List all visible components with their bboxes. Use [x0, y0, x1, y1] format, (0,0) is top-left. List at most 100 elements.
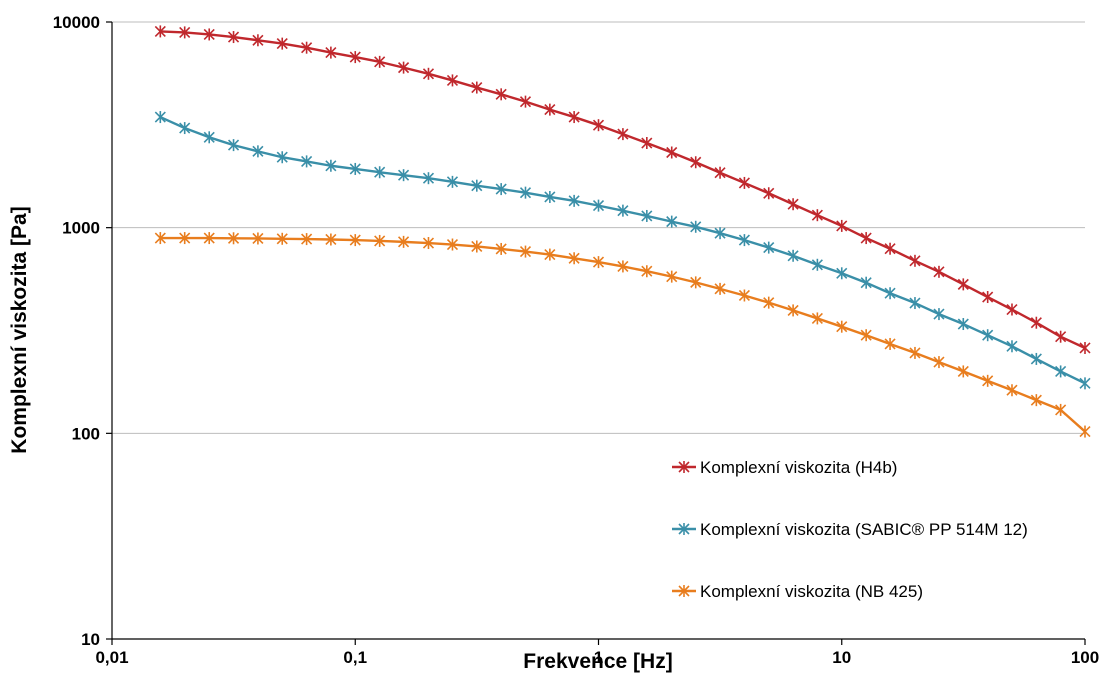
- data-point: [787, 198, 799, 211]
- data-point: [836, 320, 848, 333]
- legend-swatch-marker: [678, 461, 690, 473]
- data-point: [860, 276, 872, 289]
- data-point: [811, 312, 823, 325]
- grid-lines: [112, 21, 1085, 434]
- data-point: [252, 232, 264, 245]
- data-point: [276, 232, 288, 245]
- data-point: [398, 235, 410, 248]
- data-point: [422, 237, 435, 250]
- data-point: [301, 155, 313, 168]
- data-point: [349, 234, 361, 247]
- data-point: [568, 111, 580, 124]
- data-point: [1006, 384, 1018, 397]
- data-point: [860, 232, 872, 245]
- data-point: [374, 55, 386, 68]
- data-point: [1055, 330, 1067, 343]
- y-tick-label: 1000: [62, 219, 100, 238]
- data-point: [179, 122, 191, 135]
- data-point: [787, 249, 799, 262]
- data-point: [349, 51, 361, 64]
- data-point: [909, 254, 921, 267]
- data-point: [860, 329, 872, 342]
- data-point: [933, 265, 945, 278]
- data-point: [690, 156, 702, 169]
- legend-entry: Komplexní viskozita (SABIC® PP 514M 12): [672, 520, 1028, 539]
- y-tick-label: 100: [72, 424, 100, 443]
- data-point: [422, 172, 435, 185]
- data-point: [884, 242, 896, 255]
- data-point: [957, 278, 969, 291]
- legend-label: Komplexní viskozita (SABIC® PP 514M 12): [700, 520, 1028, 539]
- data-point: [325, 159, 337, 172]
- data-point: [763, 296, 775, 309]
- data-point: [982, 291, 994, 304]
- data-point: [1030, 352, 1042, 365]
- data-point: [301, 41, 313, 54]
- data-point: [982, 374, 994, 387]
- data-point: [641, 137, 653, 150]
- data-point: [179, 26, 191, 39]
- y-tick-labels: 10 100 1000 10000: [53, 13, 100, 649]
- data-point: [325, 46, 337, 59]
- data-point: [617, 260, 629, 273]
- data-point: [154, 232, 166, 245]
- data-point: [1079, 341, 1091, 354]
- tick-marks: [106, 21, 1086, 645]
- legend-label: Komplexní viskozita (NB 425): [700, 582, 923, 601]
- data-point: [617, 204, 629, 217]
- data-point: [836, 267, 848, 280]
- x-tick-label: 0,01: [95, 648, 128, 667]
- data-point: [544, 103, 556, 116]
- legend-label: Komplexní viskozita (H4b): [700, 458, 897, 477]
- data-point: [398, 61, 410, 74]
- data-point: [957, 365, 969, 378]
- data-point: [738, 289, 750, 302]
- data-point: [568, 194, 580, 207]
- data-point: [544, 190, 556, 203]
- data-point: [592, 256, 605, 269]
- data-point: [982, 329, 994, 342]
- data-point: [398, 169, 410, 182]
- data-point: [1006, 303, 1018, 316]
- data-point: [471, 240, 483, 253]
- legend: Komplexní viskozita (H4b) Komplexní visko…: [672, 458, 1028, 601]
- data-point: [568, 252, 580, 265]
- data-point: [1006, 340, 1018, 353]
- data-point: [519, 186, 532, 199]
- data-point: [933, 356, 945, 369]
- legend-swatch-marker: [678, 585, 690, 597]
- series: [154, 25, 1091, 438]
- data-point: [301, 233, 313, 246]
- x-axis-title: Frekvence [Hz]: [523, 650, 672, 673]
- data-point: [738, 234, 750, 247]
- data-point: [957, 318, 969, 331]
- y-tick-label: 10: [81, 630, 100, 649]
- data-point: [909, 297, 921, 310]
- series-2: [154, 111, 1091, 390]
- data-point: [738, 176, 750, 189]
- data-point: [374, 234, 386, 247]
- data-point: [763, 241, 775, 254]
- data-point: [446, 238, 459, 251]
- data-point: [519, 95, 532, 108]
- data-point: [252, 34, 264, 47]
- data-point: [446, 74, 459, 87]
- data-point: [592, 119, 605, 132]
- data-point: [787, 304, 799, 317]
- y-tick-label: 10000: [53, 13, 100, 32]
- y-axis-title: Komplexní viskozita [Pa]: [8, 206, 31, 453]
- data-point: [1030, 394, 1042, 407]
- data-point: [763, 187, 775, 200]
- data-point: [276, 151, 288, 164]
- x-tick-labels: 0,01 0,1 1 10 100: [95, 648, 1099, 667]
- legend-entry: Komplexní viskozita (NB 425): [672, 582, 923, 601]
- data-point: [325, 233, 337, 246]
- data-point: [227, 232, 240, 245]
- data-point: [909, 346, 921, 359]
- x-tick-label: 100: [1071, 648, 1099, 667]
- data-point: [1030, 316, 1042, 329]
- data-point: [641, 209, 653, 222]
- legend-entry: Komplexní viskozita (H4b): [672, 458, 897, 477]
- data-point: [252, 145, 264, 158]
